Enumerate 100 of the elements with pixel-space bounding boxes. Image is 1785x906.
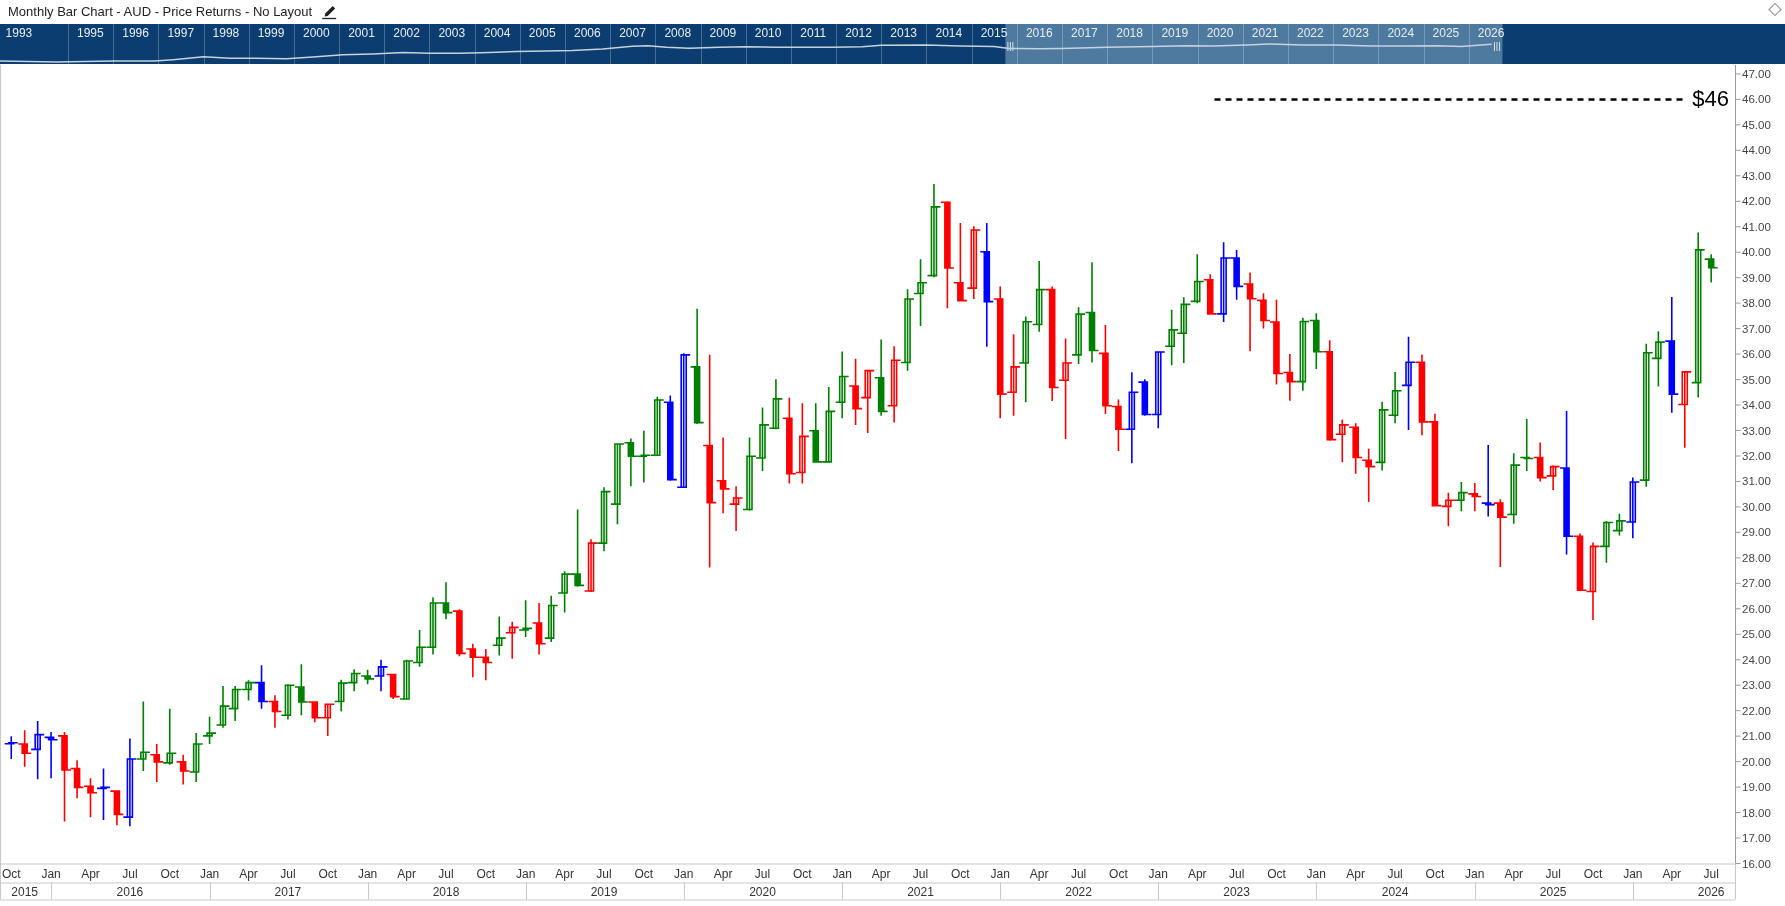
candlestick [1506, 452, 1522, 525]
y-tick-label: 16.00 [1742, 857, 1771, 870]
candlestick [834, 350, 850, 420]
y-tick-label: 22.00 [1742, 704, 1771, 717]
candlestick [1018, 315, 1034, 404]
candlestick [175, 753, 191, 786]
candlestick [3, 735, 19, 760]
candlestick [149, 743, 165, 783]
x-tick-label: Oct [160, 866, 180, 881]
candlestick [689, 307, 705, 425]
x-tick-label: Oct [1425, 866, 1445, 881]
x-tick-label: Jan [199, 866, 220, 881]
candlestick [254, 664, 269, 710]
y-tick-label: 19.00 [1742, 781, 1771, 794]
y-tick-label: 27.00 [1742, 577, 1771, 590]
x-tick-label: Jan [990, 866, 1010, 881]
x-tick-label: Jul [438, 866, 454, 881]
candlestick [966, 225, 982, 300]
x2-tick-label: 2024 [1381, 884, 1409, 899]
candlestick [715, 436, 731, 515]
x-tick-label: Jul [1703, 866, 1719, 881]
y-tick-label: 43.00 [1742, 169, 1771, 182]
y-tick-label: 18.00 [1742, 806, 1771, 819]
candlestick [1493, 498, 1508, 568]
y-tick-label: 17.00 [1742, 832, 1771, 845]
candlestick [1242, 271, 1258, 353]
candlestick [1334, 418, 1350, 464]
candlestick [1664, 296, 1680, 414]
y-tick-label: 24.00 [1742, 653, 1771, 666]
candlestick [491, 615, 507, 657]
x-tick-label: 2021 [1251, 26, 1279, 40]
x-tick-label: Oct [1109, 866, 1129, 881]
y-tick-label: 33.00 [1742, 424, 1771, 437]
candlestick [1532, 441, 1548, 483]
y-tick-label: 28.00 [1742, 551, 1771, 564]
candlestick [1309, 312, 1324, 370]
candlestick [992, 285, 1008, 420]
candlestick [109, 789, 125, 827]
x2-tick-label: 2018 [432, 884, 460, 899]
candlestick [1202, 273, 1218, 315]
y-tick-label: 31.00 [1742, 475, 1771, 488]
candlestick [202, 715, 217, 745]
candlestick [1677, 371, 1693, 449]
y-tick-label: 44.00 [1742, 144, 1771, 157]
y-tick-label: 30.00 [1742, 500, 1771, 513]
candlestick [742, 436, 757, 512]
candlestick [69, 759, 85, 800]
candlestick [940, 200, 955, 310]
x-tick-label: 2024 [1387, 26, 1415, 40]
x2-tick-label: 2021 [907, 884, 935, 899]
x2-tick-label: 2026 [1697, 884, 1725, 899]
x-tick-label: 2006 [574, 26, 602, 40]
x-tick-label: 2002 [393, 26, 421, 40]
candlestick [1256, 292, 1271, 330]
x-tick-label: 1999 [257, 26, 285, 40]
candlestick [1124, 371, 1140, 465]
candlestick [1545, 464, 1561, 491]
y-tick-label: 25.00 [1742, 628, 1771, 641]
x-tick-label: 2014 [935, 26, 963, 40]
y-tick-label: 29.00 [1742, 526, 1771, 539]
candlestick [1006, 333, 1021, 417]
x-tick-label: Apr [239, 866, 258, 881]
x-tick-label: 2018 [1116, 26, 1144, 40]
x-tick-label: 2020 [1206, 26, 1234, 40]
candlestick [1467, 482, 1483, 513]
candlestick [373, 658, 389, 693]
y-tick-label: 34.00 [1742, 399, 1771, 412]
x-tick-label: Jul [1545, 866, 1561, 881]
x-tick-label: 1997 [167, 26, 195, 40]
candlestick [1361, 448, 1376, 503]
x-tick-label: 2010 [754, 26, 782, 40]
x-tick-label: 2013 [890, 26, 918, 40]
candlestick [452, 608, 467, 657]
x-tick-label: Oct [476, 866, 496, 881]
candlestick [886, 345, 902, 424]
x-tick-label: 2007 [619, 26, 647, 40]
candlestick [57, 731, 72, 823]
x-tick-label: 1993 [5, 26, 33, 40]
x-tick-label: Oct [1583, 866, 1603, 881]
x-tick-label: Apr [555, 866, 574, 881]
x-tick-label: Oct [1267, 866, 1287, 881]
candlestick [860, 368, 876, 434]
y-tick-label: 38.00 [1742, 297, 1771, 310]
x-tick-label: 2005 [528, 26, 556, 40]
x-tick-label: 2019 [1161, 26, 1189, 40]
x-tick-label: 2026 [1477, 26, 1505, 40]
x-tick-label: Jul [1387, 866, 1403, 881]
candlestick [215, 685, 231, 729]
x-tick-label: Oct [1, 866, 22, 881]
x-tick-label: Oct [318, 866, 338, 881]
x-tick-label: Jan [515, 866, 536, 881]
x-tick-label: Apr [713, 866, 733, 881]
x-tick-label: Jan [832, 866, 852, 881]
candlestick [17, 729, 32, 768]
x-tick-label: 2015 [980, 26, 1008, 40]
y-tick-label: 21.00 [1742, 730, 1771, 743]
x-tick-label: Apr [1029, 866, 1049, 881]
y-tick-label: 20.00 [1742, 755, 1771, 768]
y-tick-label: 32.00 [1742, 450, 1771, 462]
candlestick [267, 694, 283, 729]
